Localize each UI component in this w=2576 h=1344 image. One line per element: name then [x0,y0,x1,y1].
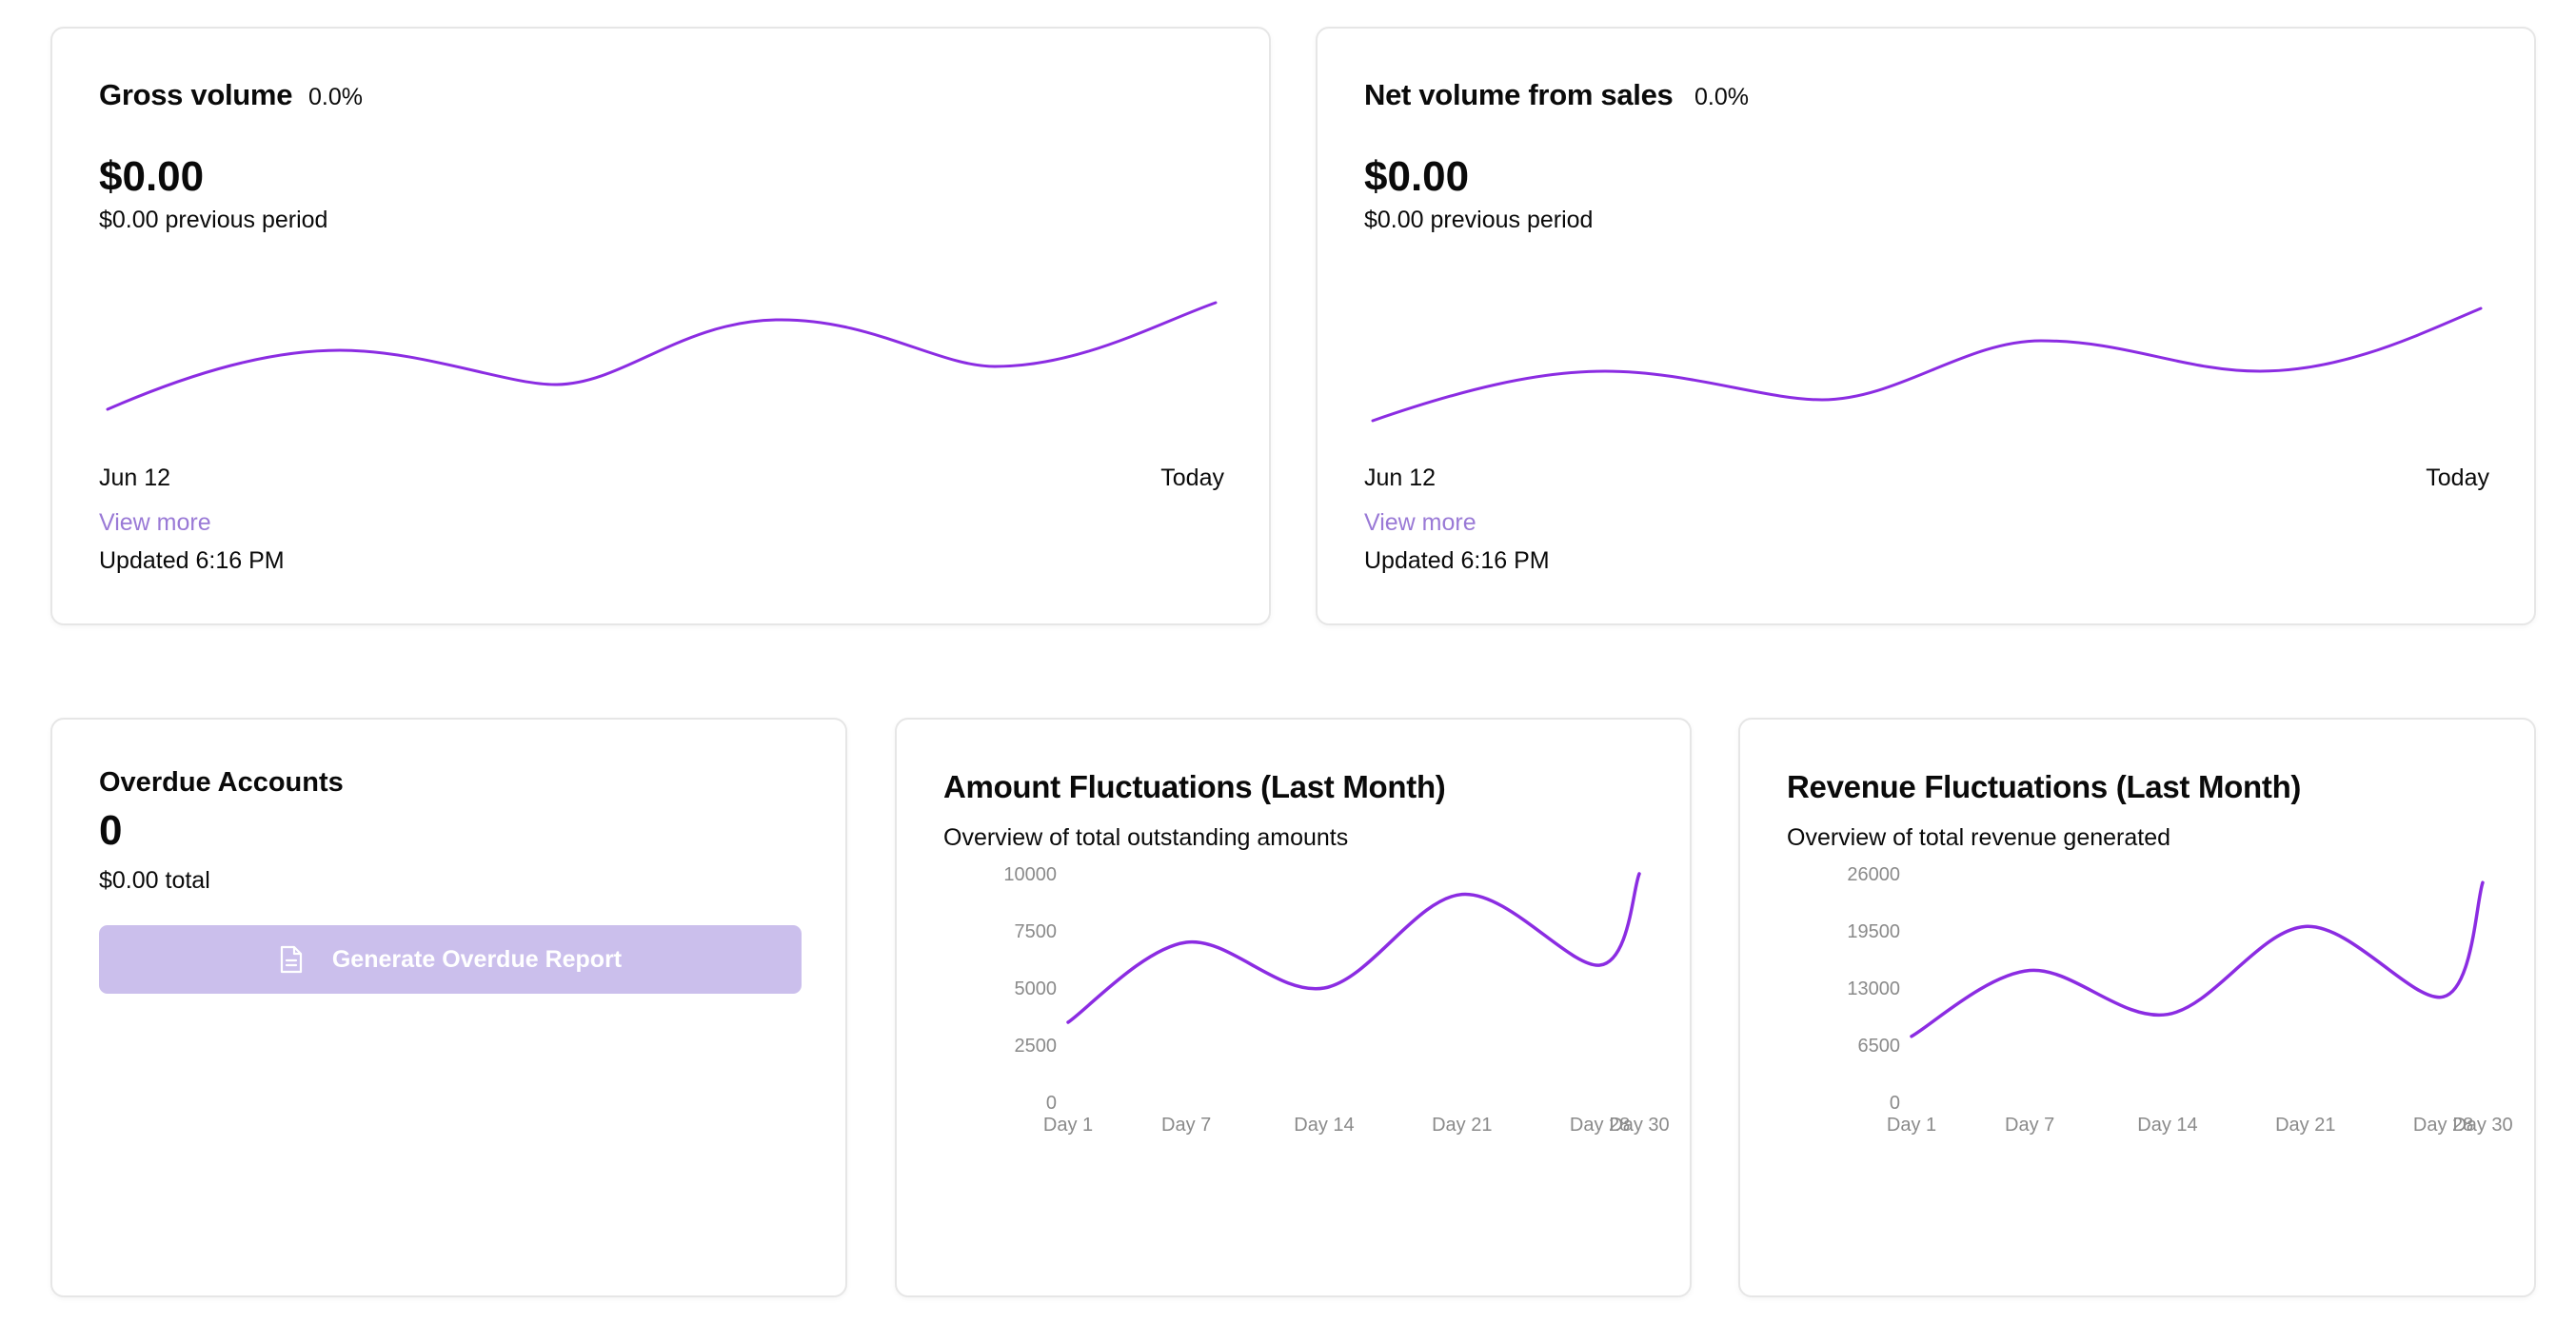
overdue-accounts-total: $0.00 total [99,867,210,894]
net-volume-amount: $0.00 [1364,153,1470,200]
gross-volume-start-label: Jun 12 [99,464,171,491]
revenue-x-tick: Day 1 [1887,1115,1936,1136]
amount-x-tick: Day 30 [1609,1115,1669,1136]
revenue-x-tick: Day 30 [2452,1115,2512,1136]
net-volume-title: Net volume from sales [1364,78,1674,111]
gross-volume-end-label: Today [1160,464,1224,491]
revenue-x-tick: Day 14 [2137,1115,2197,1136]
amount-x-tick: Day 21 [1432,1115,1492,1136]
revenue-chart-title: Revenue Fluctuations (Last Month) [1787,769,2302,804]
gross-volume-previous: $0.00 previous period [99,207,328,233]
file-text-icon [280,945,302,974]
revenue-y-tick: 26000 [1847,864,1900,885]
amount-x-tick: Day 7 [1161,1115,1211,1136]
amount-y-tick: 5000 [1015,978,1058,999]
net-volume-change: 0.0% [1694,84,1749,110]
gross-volume-sparkline-line [106,301,1218,411]
overdue-accounts-card: Overdue Accounts 0 $0.00 total Generate … [50,718,847,1297]
net-volume-previous: $0.00 previous period [1364,207,1594,233]
generate-overdue-report-button[interactable]: Generate Overdue Report [99,925,802,994]
gross-volume-view-more-link[interactable]: View more [99,509,211,536]
net-volume-sparkline [1371,306,2483,423]
amount-x-tick: Day 14 [1294,1115,1354,1136]
gross-volume-title: Gross volume [99,78,293,111]
net-volume-card: Net volume from sales 0.0% $0.00 $0.00 p… [1316,27,2536,625]
amount-chart-subtitle: Overview of total outstanding amounts [943,824,1349,851]
net-volume-updated: Updated 6:16 PM [1364,547,1550,574]
revenue-y-tick: 6500 [1858,1036,1901,1057]
gross-volume-change: 0.0% [308,84,363,110]
gross-volume-card: Gross volume 0.0% $0.00 $0.00 previous p… [50,27,1271,625]
amount-series-line [1066,872,1641,1024]
amount-y-tick: 0 [1046,1093,1057,1114]
overdue-accounts-count: 0 [99,807,123,854]
revenue-chart-subtitle: Overview of total revenue generated [1787,824,2171,851]
net-volume-view-more-link[interactable]: View more [1364,509,1476,536]
revenue-y-tick: 0 [1890,1093,1900,1114]
net-volume-sparkline-line [1371,306,2483,423]
net-volume-start-label: Jun 12 [1364,464,1437,491]
amount-fluctuations-card: Amount Fluctuations (Last Month) Overvie… [895,718,1692,1297]
gross-volume-amount: $0.00 [99,153,205,200]
amount-x-tick: Day 28 [1570,1115,1630,1136]
revenue-y-tick: 13000 [1847,978,1900,999]
revenue-series-line [1910,880,2485,1038]
revenue-x-tick: Day 28 [2413,1115,2473,1136]
amount-x-tick: Day 1 [1043,1115,1093,1136]
amount-chart-title: Amount Fluctuations (Last Month) [943,769,1446,804]
net-volume-end-label: Today [2426,464,2489,491]
amount-y-tick: 2500 [1015,1036,1058,1057]
gross-volume-updated: Updated 6:16 PM [99,547,285,574]
generate-overdue-report-label: Generate Overdue Report [331,945,623,973]
revenue-y-tick: 19500 [1847,921,1900,942]
overdue-accounts-title: Overdue Accounts [99,767,344,798]
revenue-x-tick: Day 21 [2275,1115,2335,1136]
revenue-fluctuations-card: Revenue Fluctuations (Last Month) Overvi… [1738,718,2536,1297]
gross-volume-sparkline [106,301,1218,411]
amount-y-tick: 7500 [1015,921,1058,942]
amount-y-tick: 10000 [1003,864,1057,885]
revenue-x-tick: Day 7 [2005,1115,2054,1136]
